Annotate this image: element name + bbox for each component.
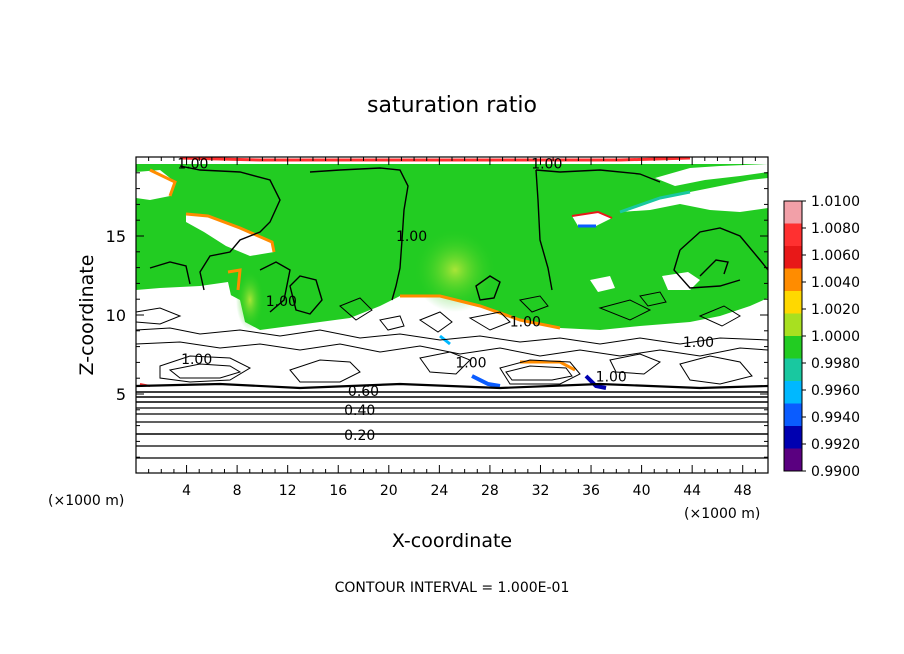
colorbar: 1.0100 1.0080 1.0060 1.0040 1.0020 1.0000 0.99… (783, 194, 860, 480)
contour-lines-middle (136, 291, 768, 385)
colorbar-label: 0.9900 (811, 464, 860, 480)
contour-interval-label: CONTOUR INTERVAL = 1.000E-01 (335, 580, 570, 596)
x-tick-label: 16 (329, 483, 347, 499)
white-patch (655, 164, 768, 186)
colorbar-label: 1.0060 (811, 248, 860, 264)
x-tick-label: 40 (633, 483, 651, 499)
chart-title: saturation ratio (367, 93, 537, 118)
y-tick-label: 15 (106, 227, 126, 246)
contour-labels: 1.00 1.00 1.00 1.00 1.00 1.00 1.00 1.00 1.00 0.60… (177, 156, 714, 444)
plot-area: 1.00 1.00 1.00 1.00 1.00 1.00 1.00 1.00 1.00 0.60… (136, 156, 768, 473)
contour-label: 1.00 (181, 352, 212, 368)
x-tick-label: 12 (279, 483, 297, 499)
colorbar-swatch (784, 448, 802, 472)
colorbar-label: 1.0040 (811, 275, 860, 291)
x-tick-label: 24 (430, 483, 448, 499)
glow-area (236, 270, 264, 330)
white-patch (620, 178, 768, 212)
contour-label: 0.20 (344, 428, 375, 444)
y-axis-title: Z-coordinate (76, 255, 98, 376)
colorbar-swatch (784, 426, 802, 449)
contour-lines-lower (136, 382, 768, 459)
rim-orange (149, 168, 177, 197)
contour-label: 1.00 (266, 294, 297, 310)
white-patch (572, 212, 612, 226)
colorbar-swatch (784, 403, 802, 427)
contour-label: 1.00 (396, 229, 427, 245)
colorbar-label: 1.0020 (811, 302, 860, 318)
glow-area (413, 228, 497, 312)
x-tick-label: 8 (233, 483, 242, 499)
white-patch (590, 276, 615, 292)
contour-label: 1.00 (531, 156, 562, 172)
x-tick-label: 36 (582, 483, 600, 499)
y-tick-label: 5 (116, 385, 126, 404)
colorbar-swatch (784, 268, 802, 292)
rim-red (179, 157, 691, 162)
contour-lines-upper (149, 165, 768, 315)
rim-cyan (619, 190, 691, 214)
colorbar-swatch (784, 291, 802, 314)
x-tick-label: 20 (380, 483, 398, 499)
colorbar-swatch (784, 223, 802, 247)
rim-blue (471, 374, 501, 388)
x-axis: 4 8 12 16 20 24 28 32 36 40 44 48 (148, 157, 756, 499)
colorbar-swatch (784, 381, 802, 404)
white-patch (186, 214, 274, 256)
rim-orange (400, 294, 561, 330)
colorbar-label: 1.0000 (811, 329, 860, 345)
x-unit-label: (×1000 m) (684, 506, 760, 522)
white-patch (662, 272, 700, 290)
contour-label: 1.00 (177, 156, 208, 172)
white-patch (136, 282, 232, 306)
colorbar-label: 0.9980 (811, 356, 860, 372)
contour-label: 0.60 (348, 384, 379, 400)
colorbar-swatch (784, 313, 802, 337)
y-tick-label: 10 (106, 306, 126, 325)
x-tick-label: 48 (734, 483, 752, 499)
contour-label: 0.40 (344, 403, 375, 419)
colorbar-label: 0.9960 (811, 383, 860, 399)
rim-orange (227, 268, 242, 291)
colorbar-swatch (784, 336, 802, 359)
rim-purple (584, 374, 607, 390)
colorbar-swatch (784, 358, 802, 382)
x-tick-label: 44 (683, 483, 701, 499)
x-tick-label: 4 (182, 483, 191, 499)
contour-label: 1.00 (510, 314, 541, 330)
colorbar-label: 1.0080 (811, 221, 860, 237)
colorbar-label: 0.9920 (811, 437, 860, 453)
contour-label: 1.00 (596, 370, 627, 386)
x-axis-title: X-coordinate (392, 530, 512, 552)
contour-label: 1.00 (455, 355, 486, 371)
colorbar-label: 0.9940 (811, 410, 860, 426)
x-tick-label: 32 (532, 483, 550, 499)
rim-red (571, 210, 613, 219)
z-unit-label: (×1000 m) (48, 493, 124, 509)
colorbar-swatch (784, 246, 802, 269)
rim-orange (185, 212, 276, 253)
contour-label: 1.00 (683, 335, 714, 351)
x-tick-label: 28 (481, 483, 499, 499)
colorbar-label: 1.0100 (811, 194, 860, 210)
colorbar-swatch (784, 201, 802, 224)
y-axis: 5 10 15 (106, 172, 768, 458)
